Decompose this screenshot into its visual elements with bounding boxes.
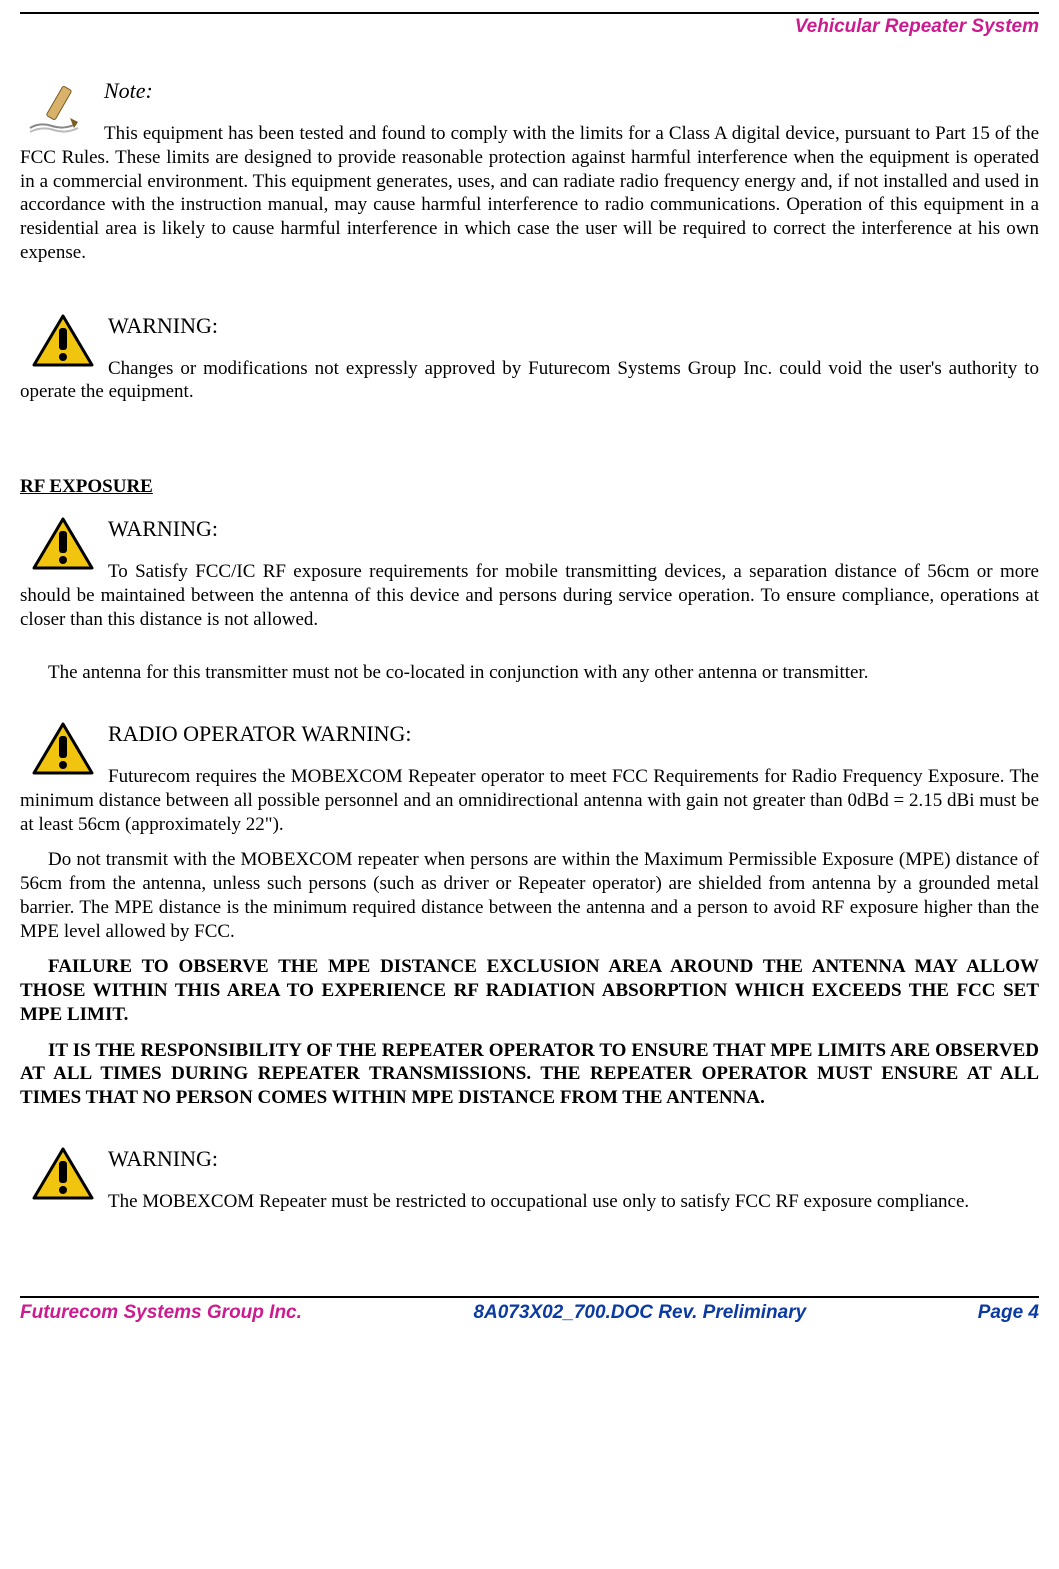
warning-body-3: The MOBEXCOM Repeater must be restricted…: [20, 1190, 1039, 1214]
note-heading: Note:: [20, 78, 1039, 104]
radio-operator-section: RADIO OPERATOR WARNING: Futurecom requir…: [20, 721, 1039, 1110]
radio-operator-body: Futurecom requires the MOBEXCOM Repeater…: [20, 765, 1039, 836]
footer: Futurecom Systems Group Inc. 8A073X02_70…: [20, 1296, 1039, 1338]
warning-body-2: To Satisfy FCC/IC RF exposure requiremen…: [20, 560, 1039, 631]
warning-section-2: WARNING: To Satisfy FCC/IC RF exposure r…: [20, 516, 1039, 685]
warning-body-2b: The antenna for this transmitter must no…: [20, 661, 1039, 685]
warning-triangle-icon: [28, 516, 98, 574]
warning-heading-3: WARNING:: [20, 1146, 1039, 1172]
warning-section-3: WARNING: The MOBEXCOM Repeater must be r…: [20, 1146, 1039, 1226]
warning-body-1-text: Changes or modifications not expressly a…: [20, 357, 1039, 405]
warning-triangle-icon: [28, 721, 98, 779]
radio-operator-heading: RADIO OPERATOR WARNING:: [20, 721, 1039, 747]
radio-op-p2: Do not transmit with the MOBEXCOM repeat…: [20, 848, 1039, 943]
radio-operator-body-cont: Do not transmit with the MOBEXCOM repeat…: [20, 848, 1039, 1110]
footer-doc-ref: 8A073X02_700.DOC Rev. Preliminary: [473, 1302, 806, 1324]
warning-heading-2: WARNING:: [20, 516, 1039, 542]
warning-body-3-text: The MOBEXCOM Repeater must be restricted…: [20, 1190, 1039, 1214]
warning-body-1: Changes or modifications not expressly a…: [20, 357, 1039, 405]
warning-heading-1: WARNING:: [20, 313, 1039, 339]
rf-exposure-heading: RF EXPOSURE: [20, 476, 1039, 498]
radio-op-p3: FAILURE TO OBSERVE THE MPE DISTANCE EXCL…: [20, 955, 1039, 1026]
warning-body-2-text: To Satisfy FCC/IC RF exposure requiremen…: [20, 560, 1039, 631]
footer-page-number: Page 4: [978, 1302, 1039, 1324]
warning-triangle-icon: [28, 313, 98, 371]
footer-row: Futurecom Systems Group Inc. 8A073X02_70…: [20, 1298, 1039, 1338]
document-page: Vehicular Repeater System Note: This equ…: [0, 12, 1059, 1338]
note-body: This equipment has been tested and found…: [20, 122, 1039, 265]
note-body-text: This equipment has been tested and found…: [20, 122, 1039, 265]
radio-op-p4: IT IS THE RESPONSIBILITY OF THE REPEATER…: [20, 1039, 1039, 1110]
warning-section-1: WARNING: Changes or modifications not ex…: [20, 313, 1039, 417]
note-section: Note: This equipment has been tested and…: [20, 78, 1039, 277]
radio-op-p1: Futurecom requires the MOBEXCOM Repeater…: [20, 765, 1039, 836]
pencil-note-icon: [20, 78, 100, 142]
header-title: Vehicular Repeater System: [20, 14, 1039, 42]
warning-triangle-icon: [28, 1146, 98, 1204]
footer-company: Futurecom Systems Group Inc.: [20, 1302, 302, 1324]
warning-body-2b-text: The antenna for this transmitter must no…: [20, 661, 1039, 685]
